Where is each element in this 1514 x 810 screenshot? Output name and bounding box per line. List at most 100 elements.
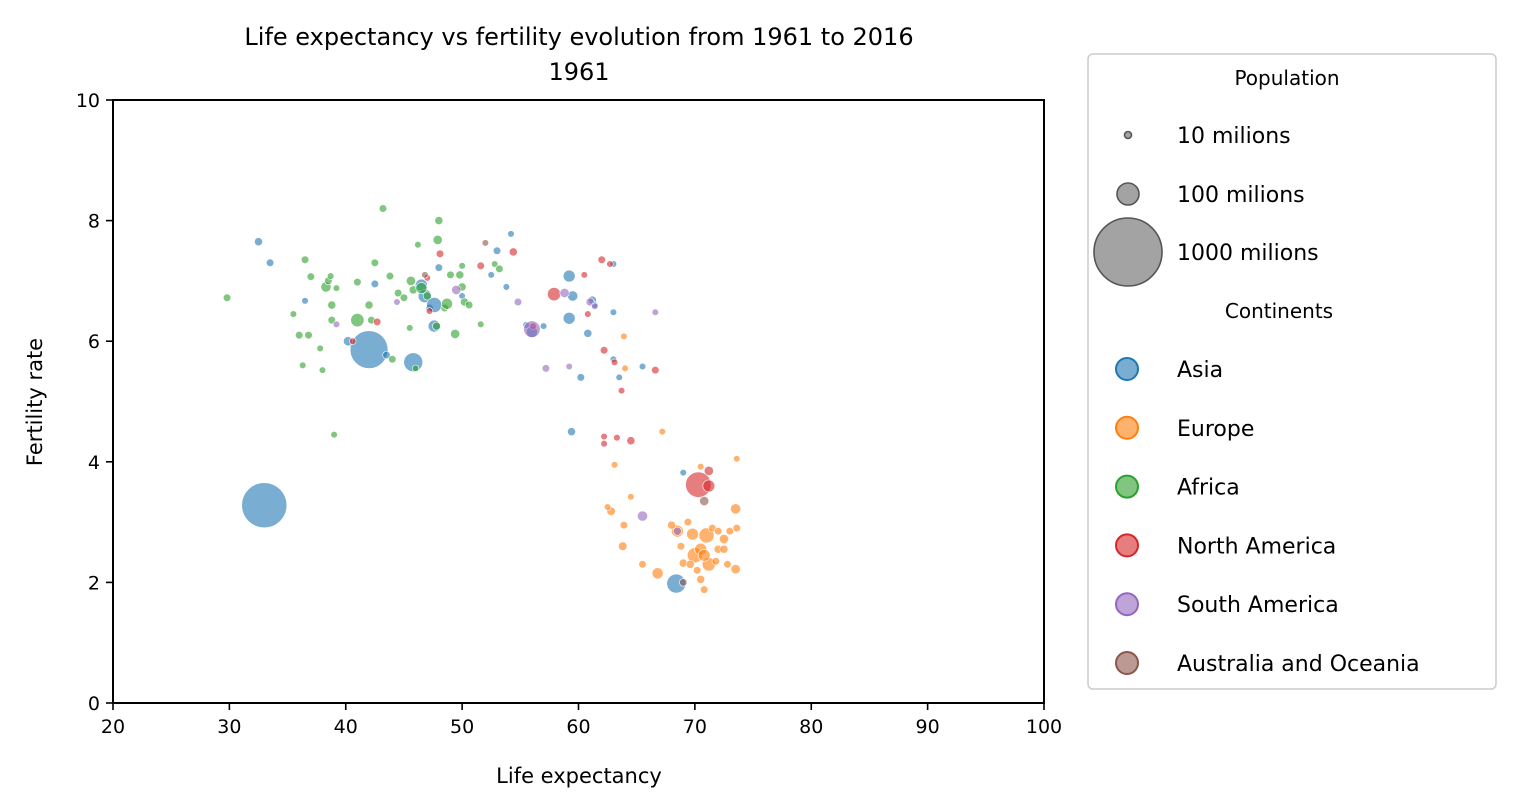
data-points bbox=[222, 204, 742, 594]
point-africa bbox=[350, 313, 365, 328]
y-axis-label: Fertility rate bbox=[23, 338, 47, 466]
point-europe bbox=[610, 461, 619, 469]
point-asia bbox=[370, 279, 379, 289]
point-asia bbox=[562, 269, 576, 283]
point-europe bbox=[730, 564, 741, 575]
point-africa bbox=[306, 272, 315, 281]
point-africa bbox=[393, 288, 403, 298]
point-europe bbox=[719, 544, 729, 554]
point-asia bbox=[615, 373, 623, 382]
point-africa bbox=[385, 271, 395, 281]
point-asia bbox=[583, 328, 593, 338]
point-africa bbox=[353, 277, 362, 287]
point-europe bbox=[621, 364, 629, 372]
point-europe bbox=[618, 541, 628, 551]
point-africa bbox=[304, 331, 313, 340]
legend-title-population: Population bbox=[1234, 66, 1339, 90]
point-north-america bbox=[425, 307, 434, 315]
point-europe bbox=[697, 462, 705, 471]
point-europe bbox=[667, 520, 676, 530]
point-europe bbox=[714, 527, 723, 536]
legend-marker-australia-and-oceania bbox=[1115, 651, 1139, 675]
point-africa bbox=[327, 300, 337, 310]
point-north-america bbox=[476, 261, 485, 270]
point-africa bbox=[491, 260, 499, 268]
point-north-america bbox=[599, 346, 609, 355]
legend-frame bbox=[1087, 53, 1497, 690]
point-europe bbox=[686, 527, 699, 541]
legend-label-australia-and-oceania: Australia and Oceania bbox=[1177, 652, 1420, 677]
point-africa bbox=[432, 321, 441, 331]
x-tick-label: 70 bbox=[683, 716, 707, 738]
point-south-america bbox=[591, 302, 599, 310]
point-africa bbox=[422, 291, 432, 301]
point-europe bbox=[638, 560, 647, 569]
point-asia bbox=[265, 258, 275, 267]
point-africa bbox=[332, 284, 341, 292]
y-tick-label: 4 bbox=[88, 452, 100, 474]
point-africa bbox=[477, 320, 485, 328]
legend-marker-south-america bbox=[1115, 592, 1139, 617]
point-africa bbox=[446, 270, 455, 279]
legend-marker-asia bbox=[1115, 357, 1139, 381]
point-europe bbox=[620, 332, 628, 341]
point-africa bbox=[406, 324, 414, 332]
point-europe bbox=[627, 493, 635, 501]
point-africa bbox=[415, 282, 428, 295]
legend-title-continents: Continents bbox=[1225, 299, 1333, 323]
x-axis-label: Life expectancy bbox=[496, 764, 662, 788]
point-south-america bbox=[393, 298, 401, 306]
point-africa bbox=[318, 366, 327, 374]
x-tick-label: 20 bbox=[101, 716, 125, 738]
point-north-america bbox=[600, 432, 608, 441]
point-europe bbox=[723, 560, 732, 569]
point-europe bbox=[711, 557, 720, 566]
continent-legend: Asia Europe Africa North America South Ameri… bbox=[1115, 357, 1420, 677]
plot-frame bbox=[112, 99, 1045, 704]
point-australia-and-oceania bbox=[699, 496, 710, 506]
point-africa bbox=[299, 361, 307, 369]
point-asia bbox=[507, 230, 515, 238]
point-africa bbox=[326, 272, 335, 280]
chart-subtitle: 1961 bbox=[548, 58, 609, 86]
point-asia bbox=[562, 311, 576, 325]
point-australia-and-oceania bbox=[679, 578, 688, 587]
point-north-america bbox=[613, 434, 621, 442]
point-asia bbox=[609, 308, 618, 316]
point-south-america bbox=[332, 320, 341, 328]
point-africa bbox=[458, 262, 466, 270]
point-asia bbox=[638, 362, 647, 371]
point-europe bbox=[725, 527, 734, 536]
point-north-america bbox=[435, 249, 445, 258]
point-africa bbox=[414, 241, 422, 249]
point-australia-and-oceania bbox=[421, 271, 429, 279]
point-north-america bbox=[702, 479, 716, 493]
point-asia bbox=[567, 427, 576, 437]
legend-marker-europe bbox=[1115, 415, 1139, 440]
point-africa bbox=[495, 264, 504, 273]
point-europe bbox=[683, 517, 693, 527]
point-africa bbox=[411, 364, 420, 372]
size-legend-marker bbox=[1093, 217, 1163, 287]
point-asia bbox=[487, 271, 495, 279]
point-asia bbox=[576, 373, 585, 382]
point-europe bbox=[676, 542, 686, 551]
y-tick-label: 2 bbox=[88, 572, 100, 594]
size-legend-label: 1000 milions bbox=[1177, 241, 1319, 266]
size-legend-marker bbox=[1123, 130, 1133, 140]
point-south-america bbox=[513, 297, 523, 307]
x-tick-label: 50 bbox=[450, 716, 474, 738]
point-north-america bbox=[617, 387, 626, 395]
legend: Population 10 milions 100 milions 1000 mil… bbox=[1087, 53, 1497, 690]
legend-marker-africa bbox=[1115, 474, 1139, 499]
point-south-america bbox=[673, 526, 682, 536]
point-north-america bbox=[597, 255, 606, 264]
legend-label-europe: Europe bbox=[1177, 417, 1254, 442]
point-europe bbox=[658, 428, 666, 436]
point-asia bbox=[492, 246, 502, 255]
size-legend: 10 milions 100 milions 1000 milions bbox=[1093, 124, 1319, 287]
point-north-america bbox=[547, 287, 562, 302]
point-north-america bbox=[626, 436, 636, 446]
point-south-america bbox=[565, 362, 573, 371]
